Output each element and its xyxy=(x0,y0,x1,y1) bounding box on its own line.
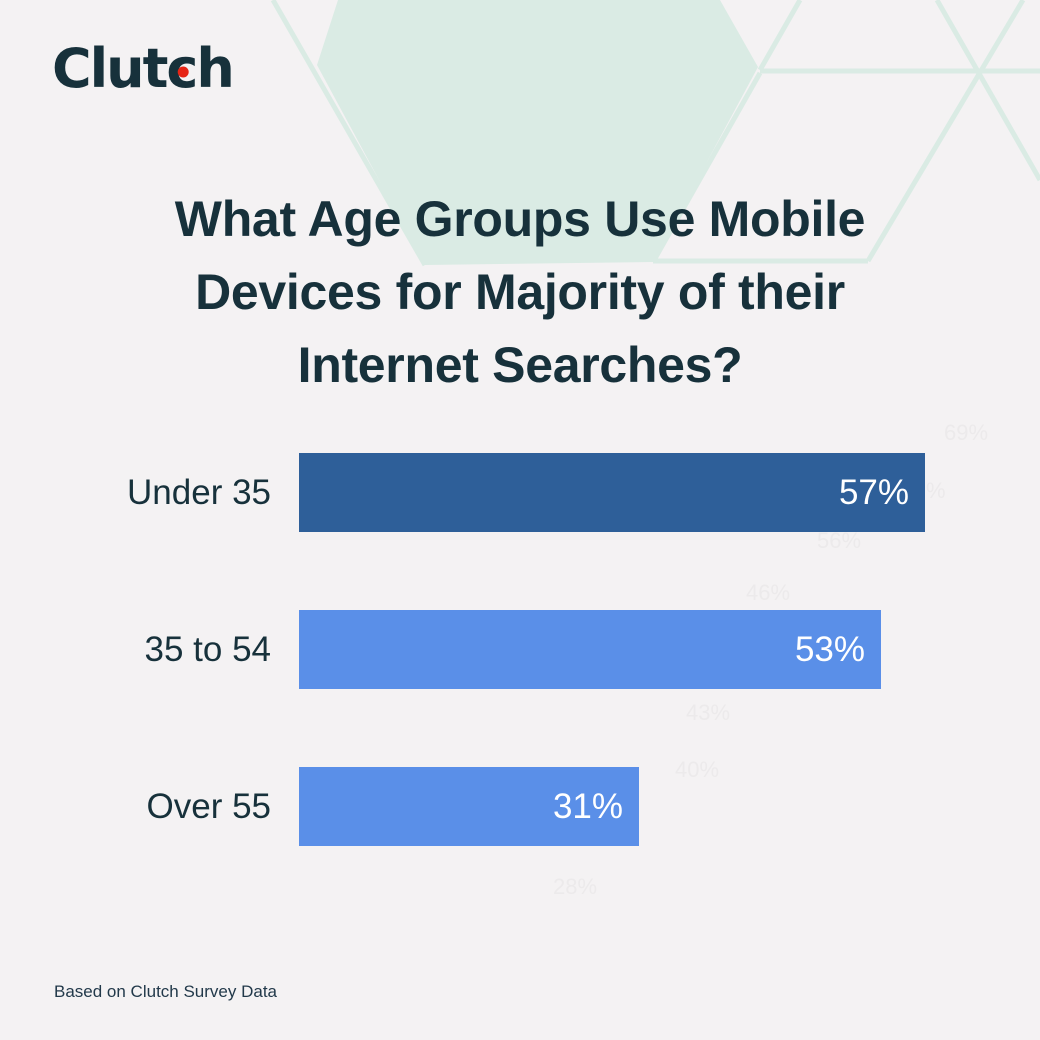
title-line-2: Devices for Majority of their xyxy=(195,264,845,320)
ghost-label: 40% xyxy=(675,757,720,782)
bar-over-55: 31% xyxy=(299,767,639,846)
chart-title: What Age Groups Use Mobile Devices for M… xyxy=(60,183,980,402)
bar-label-35-to-54: 35 to 54 xyxy=(144,630,272,669)
ghost-label: 69% xyxy=(944,420,989,445)
bar-under-35: 57% xyxy=(299,453,925,532)
ghost-label: % xyxy=(926,478,946,503)
ghost-label: 46% xyxy=(746,580,791,605)
logo-text-end: h xyxy=(196,37,234,100)
ghost-label: 43% xyxy=(686,700,731,725)
title-line-3: Internet Searches? xyxy=(297,337,743,393)
logo-red-dot-icon xyxy=(178,66,190,78)
bar-value-under-35: 57% xyxy=(838,473,909,512)
bar-value-over-55: 31% xyxy=(552,787,623,826)
bar-label-under-35: Under 35 xyxy=(127,473,271,512)
logo-c-with-dot: c xyxy=(166,42,198,96)
bar-35-to-54: 53% xyxy=(299,610,881,689)
clutch-logo: Clutch xyxy=(52,42,235,96)
bar-value-35-to-54: 53% xyxy=(794,630,865,669)
title-line-1: What Age Groups Use Mobile xyxy=(174,191,866,247)
ghost-label: 28% xyxy=(553,874,598,899)
bar-label-over-55: Over 55 xyxy=(146,787,272,826)
source-footnote: Based on Clutch Survey Data xyxy=(54,982,278,1001)
ghost-label: 56% xyxy=(817,528,862,553)
logo-text-start: Clut xyxy=(52,37,168,100)
